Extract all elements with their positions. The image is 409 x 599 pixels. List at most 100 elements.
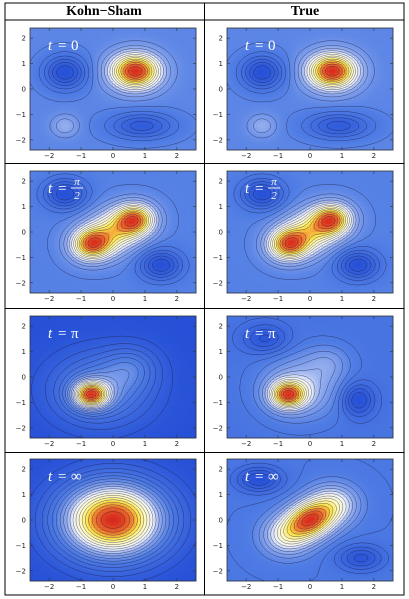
heat-cell [79,52,83,57]
heat-cell [49,125,53,129]
heat-cell [90,72,95,76]
heat-cell [176,64,180,68]
heat-cell [60,33,64,37]
heat-cell [129,44,133,48]
heat-cell [30,75,34,79]
heat-cell [381,64,386,68]
heat-cell [104,97,108,101]
heat-cell [274,97,278,101]
heat-cell [362,130,366,134]
heat-cell [332,75,336,79]
heat-cell [271,66,275,70]
heat-cell [190,75,194,79]
heat-cell [168,72,172,76]
heat-cell [60,89,64,93]
heat-cell [143,33,147,37]
heat-cell [43,44,47,48]
heat-cell [359,55,363,59]
heat-cell [329,55,333,59]
heat-cell [171,33,175,37]
heat-cell [293,83,297,87]
heat-cell [88,55,92,59]
heat-cell [282,58,286,62]
heat-cell [332,41,336,46]
heat-cell [176,36,180,40]
heat-cell [340,80,344,84]
heat-cell [293,113,297,118]
heat-cell [276,28,280,32]
heat-cell [79,133,83,137]
heat-cell [323,86,327,90]
heat-cell [359,80,363,84]
heat-cell [57,86,61,90]
heat-cell [38,69,42,73]
heat-cell [63,125,67,129]
heat-cell [124,28,128,32]
heat-cell [49,119,53,123]
heat-cell [257,28,261,32]
heat-cell [293,111,297,115]
heat-cell [387,52,391,57]
heat-cell [151,89,155,93]
heat-cell [129,69,133,73]
heat-cell [137,127,142,131]
heat-cell [110,116,114,120]
heat-cell [35,50,39,54]
heat-cell [176,147,180,151]
heat-cell [257,83,261,87]
heat-cell [135,147,139,151]
heat-cell [370,108,375,112]
heat-cell [168,111,172,115]
heat-cell [279,44,283,48]
heat-cell [74,138,78,143]
heat-cell [63,66,67,70]
heat-cell [41,100,45,104]
heat-cell [96,111,100,115]
heat-cell [370,69,375,73]
heat-cell [368,64,372,68]
heat-cell [257,111,261,115]
heat-cell [227,113,231,118]
heat-cell [135,89,139,93]
heat-cell [348,61,352,65]
heat-cell [154,52,158,57]
heat-cell [301,50,305,54]
heat-cell [146,33,150,37]
heat-cell [68,136,72,140]
heat-cell [160,39,164,43]
heat-cell [30,138,34,143]
heat-cell [157,144,161,148]
heat-cell [38,94,42,98]
heat-cell [312,64,316,68]
heat-cell [113,141,117,145]
heat-cell [334,30,339,34]
heat-cell [74,89,78,93]
heat-cell [268,89,272,93]
heat-cell [71,47,75,51]
heat-cell [298,80,303,84]
heat-cell [151,55,155,59]
heat-cell [38,147,42,151]
heat-cell [343,105,347,109]
heat-cell [229,75,233,79]
heat-cell [265,44,269,48]
heat-cell [148,72,153,76]
heat-cell [187,141,191,145]
heat-cell [357,44,361,48]
heat-cell [387,47,391,51]
heat-cell [135,91,139,95]
heat-cell [137,130,142,134]
heat-cell [265,94,269,98]
heat-cell [99,69,103,73]
heat-cell [35,75,39,79]
heat-cell [343,91,347,95]
heat-cell [71,100,75,104]
heat-cell [68,144,72,148]
heat-cell [257,102,261,107]
heat-cell [279,89,283,93]
heat-cell [238,55,242,59]
heat-cell [365,61,369,65]
heat-cell [88,83,92,87]
heat-cell [90,119,95,123]
heat-cell [165,133,169,137]
